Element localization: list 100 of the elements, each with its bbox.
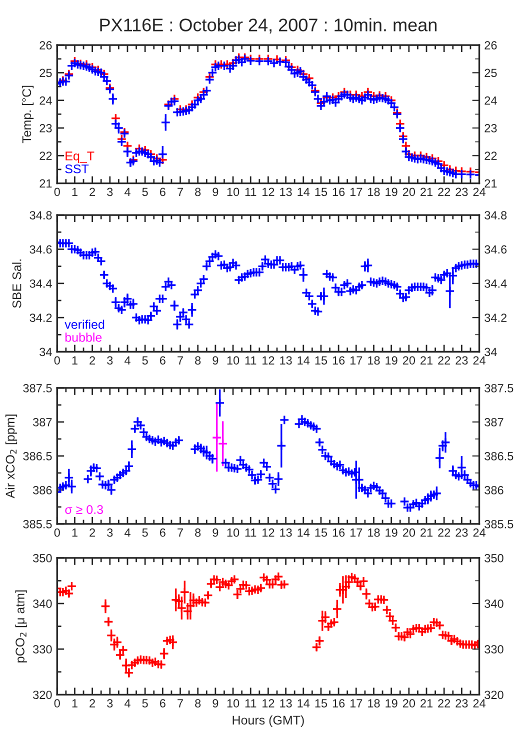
x-tick-label: 22 xyxy=(438,528,450,537)
x-tick-label: 0 xyxy=(54,188,60,196)
x-tick-label: 9 xyxy=(212,188,218,196)
x-tick-label: 19 xyxy=(386,699,398,708)
x-tick-label: 8 xyxy=(195,699,201,708)
x-tick-label: 8 xyxy=(195,356,201,365)
x-tick-label: 6 xyxy=(160,699,166,708)
y-tick-label: 34.2 xyxy=(30,314,52,322)
x-tick-label: 19 xyxy=(386,528,398,537)
y-tick-label: 330 xyxy=(33,645,52,654)
x-tick-label: 1 xyxy=(72,699,78,708)
y-axis-title: Air xCO$_{2}$ [ppm] xyxy=(5,414,18,498)
x-tick-label: 18 xyxy=(368,356,380,365)
x-tick-label: 21 xyxy=(420,528,432,537)
y-tick-label: 350 xyxy=(33,554,52,562)
x-tick-label: 12 xyxy=(262,188,274,196)
x-tick-label: 21 xyxy=(420,188,432,196)
y-tick-label: 26 xyxy=(40,41,52,50)
x-tick-label: 13 xyxy=(280,188,292,196)
x-tick-label: 4 xyxy=(124,356,130,364)
text: σ ≥ 0.3 xyxy=(65,505,103,514)
x-tick-label: 13 xyxy=(280,528,292,537)
y-tick-label: 23 xyxy=(40,124,52,132)
x-tick-label: 9 xyxy=(212,356,218,365)
x-tick-label: 11 xyxy=(245,699,256,708)
x-tick-label: 20 xyxy=(402,528,416,537)
x-tick-label: 3 xyxy=(107,188,113,196)
x-tick-label: 18 xyxy=(368,528,380,537)
x-tick-label: 7 xyxy=(178,699,183,708)
x-tick-label: 13 xyxy=(280,356,292,365)
x-tick-label: 20 xyxy=(402,699,416,708)
x-tick-label: 12 xyxy=(262,356,274,364)
y-axis-title: SBE Sal. xyxy=(12,260,22,308)
x-tick-label: 3 xyxy=(107,528,113,537)
x-tick-label: 1 xyxy=(72,356,78,364)
x-tick-label: 0 xyxy=(54,356,60,365)
x-tick-label: 16 xyxy=(332,356,345,365)
x-tick-label: 10 xyxy=(227,528,240,537)
y2-tick-label: 387 xyxy=(484,418,504,426)
x-tick-label: 10 xyxy=(227,356,240,365)
y2-tick-label: 387.5 xyxy=(484,384,514,392)
x-tick-label: 18 xyxy=(368,188,380,196)
x-tick-label: 2 xyxy=(90,356,95,364)
y-axis-title: pCO$_{2}$ [μ atm] xyxy=(15,590,27,662)
x-tick-label: 22 xyxy=(438,699,450,708)
y2-tick-label: 22 xyxy=(484,152,497,160)
x-tick-label: 22 xyxy=(438,356,450,364)
x-tick-label: 2 xyxy=(90,699,95,708)
x-tick-label: 8 xyxy=(195,528,201,537)
y2-tick-label: 350 xyxy=(484,554,504,562)
text: Eq_T xyxy=(66,152,94,163)
y-tick-label: 387 xyxy=(33,418,52,426)
x-tick-label: 6 xyxy=(160,188,166,196)
y-tick-label: 385.5 xyxy=(23,520,52,528)
x-tick-label: 15 xyxy=(315,528,328,537)
x-tick-label: 17 xyxy=(350,188,362,196)
x-tick-label: 3 xyxy=(107,699,113,708)
y-tick-label: 24 xyxy=(40,96,52,105)
x-tick-label: 13 xyxy=(280,699,292,708)
chart-title: PX116E : October 24, 2007 : 10min. mean xyxy=(100,18,437,34)
x-tick-label: 7 xyxy=(178,188,183,196)
x-axis-title: Hours (GMT) xyxy=(232,715,304,728)
x-tick-label: 24 xyxy=(473,188,486,196)
x-tick-label: 0 xyxy=(54,699,60,708)
x-tick-label: 11 xyxy=(245,356,256,364)
x-tick-label: 3 xyxy=(107,356,113,365)
x-tick-label: 5 xyxy=(142,528,148,537)
y-tick-label: 22 xyxy=(40,152,52,160)
y2-tick-label: 385.5 xyxy=(484,520,514,528)
y-axis-title: Temp. [°C] xyxy=(22,86,34,144)
y2-tick-label: 23 xyxy=(484,124,497,132)
x-tick-label: 7 xyxy=(178,528,183,537)
legend-label: bubble xyxy=(65,332,102,342)
x-tick-label: 20 xyxy=(402,356,416,365)
x-tick-label: 1 xyxy=(72,188,78,196)
x-tick-label: 7 xyxy=(178,356,183,364)
x-tick-label: 17 xyxy=(350,699,362,708)
x-tick-label: 23 xyxy=(456,356,468,365)
x-tick-label: 11 xyxy=(245,528,256,537)
y-tick-label: 25 xyxy=(40,68,52,78)
x-tick-label: 16 xyxy=(332,528,345,537)
x-tick-label: 23 xyxy=(456,699,468,708)
y2-tick-label: 25 xyxy=(484,68,497,78)
x-tick-label: 0 xyxy=(54,528,60,537)
y2-tick-label: 34 xyxy=(484,348,497,356)
y-tick-label: 34.8 xyxy=(30,211,52,220)
y2-tick-label: 330 xyxy=(484,645,504,654)
y-tick-label: 340 xyxy=(33,600,52,608)
x-tick-label: 21 xyxy=(420,356,432,364)
x-tick-label: 24 xyxy=(473,699,486,708)
x-tick-label: 6 xyxy=(160,528,166,537)
x-tick-label: 12 xyxy=(262,699,274,708)
y-tick-label: 320 xyxy=(33,690,52,700)
y2-tick-label: 340 xyxy=(484,600,504,608)
x-tick-label: 4 xyxy=(124,699,130,708)
x-tick-label: 17 xyxy=(350,528,362,537)
x-tick-label: 20 xyxy=(402,188,416,196)
series-label: verified xyxy=(64,320,104,329)
x-tick-label: 1 xyxy=(72,528,78,537)
x-tick-label: 4 xyxy=(124,528,130,537)
